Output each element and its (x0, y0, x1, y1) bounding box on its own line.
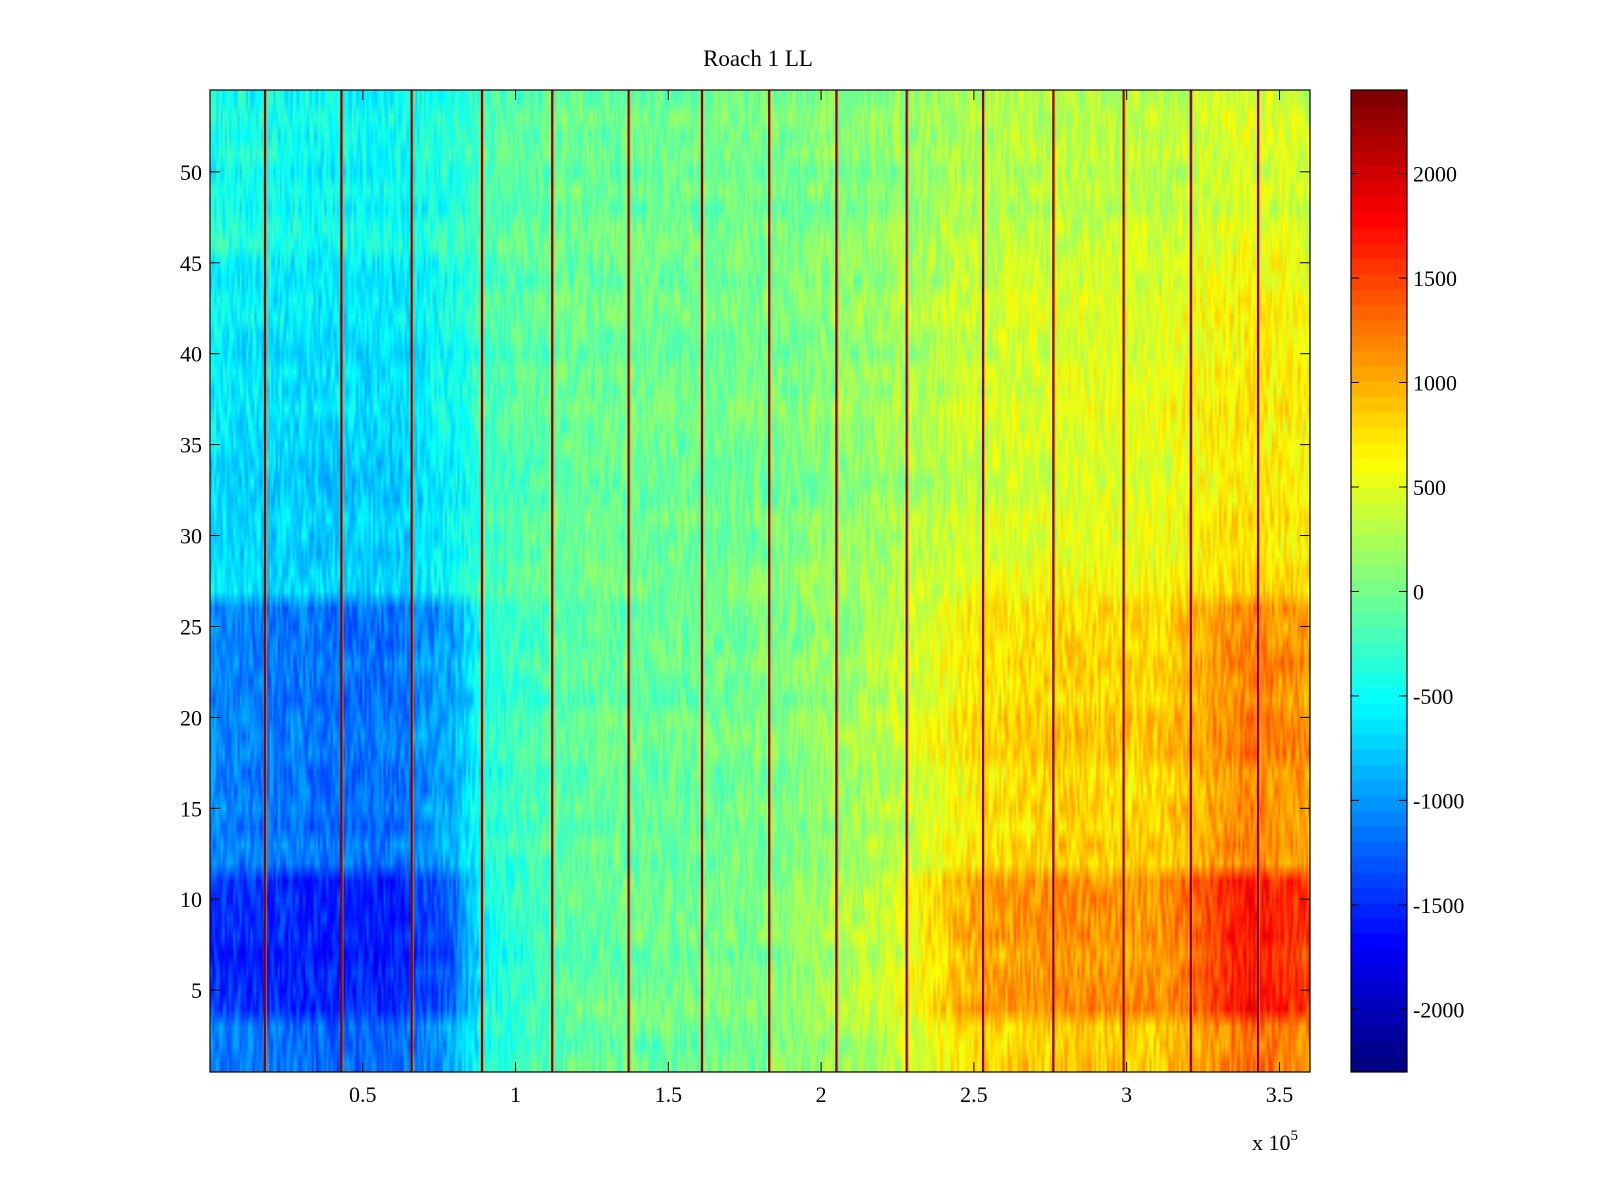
y-tick-label: 10 (180, 887, 202, 912)
y-tick-label: 35 (180, 433, 202, 458)
x-tick-label: 2.5 (960, 1082, 988, 1107)
y-tick-label: 40 (180, 342, 202, 367)
heatmap-area (210, 90, 1310, 1072)
colorbar-frame (1350, 89, 1408, 1073)
x-exponent-power: 5 (1291, 1128, 1299, 1144)
y-tick-label: 20 (180, 705, 202, 730)
colorbar-tick-label: -2000 (1413, 997, 1464, 1022)
y-tick-label: 50 (180, 160, 202, 185)
y-tick-label: 30 (180, 524, 202, 549)
x-tick-label: 1 (510, 1082, 521, 1107)
y-axis: 5 10 15 20 25 30 35 40 45 50 (180, 160, 1310, 1003)
y-tick-label: 15 (180, 796, 202, 821)
x-tick-label: 0.5 (349, 1082, 377, 1107)
x-tick-label: 3 (1121, 1082, 1132, 1107)
x-tick-label: 1.5 (655, 1082, 683, 1107)
colorbar-tick-label: -1500 (1413, 893, 1464, 918)
heatmap-image (210, 90, 1310, 1072)
colorbar-image (1351, 90, 1407, 1072)
colorbar-tick-label: 0 (1413, 579, 1424, 604)
colorbar-tick-label: 1000 (1413, 371, 1457, 396)
x-tick-label: 2 (816, 1082, 827, 1107)
colorbar-tick-label: -500 (1413, 684, 1453, 709)
y-tick-label: 25 (180, 614, 202, 639)
spike-columns (263, 90, 1261, 1072)
plot-frame (209, 89, 1311, 1073)
colorbar-tick-label: 2000 (1413, 162, 1457, 187)
x-exponent-base: x 10 (1252, 1130, 1291, 1155)
x-exponent-label: x 105 (1252, 1128, 1298, 1155)
x-tick-label: 3.5 (1266, 1082, 1294, 1107)
colorbar-tick-label: -1000 (1413, 788, 1464, 813)
chart-title: Roach 1 LL (703, 46, 813, 71)
colorbar-tick-label: 500 (1413, 475, 1446, 500)
y-tick-label: 5 (191, 978, 202, 1003)
colorbar-axis: -2000 -1500 -1000 -500 0 500 1000 1500 2000 (1351, 162, 1464, 1022)
x-axis: 0.5 1 1.5 2 2.5 3 3.5 (349, 90, 1293, 1107)
y-tick-label: 45 (180, 251, 202, 276)
colorbar-tick-label: 1500 (1413, 266, 1457, 291)
